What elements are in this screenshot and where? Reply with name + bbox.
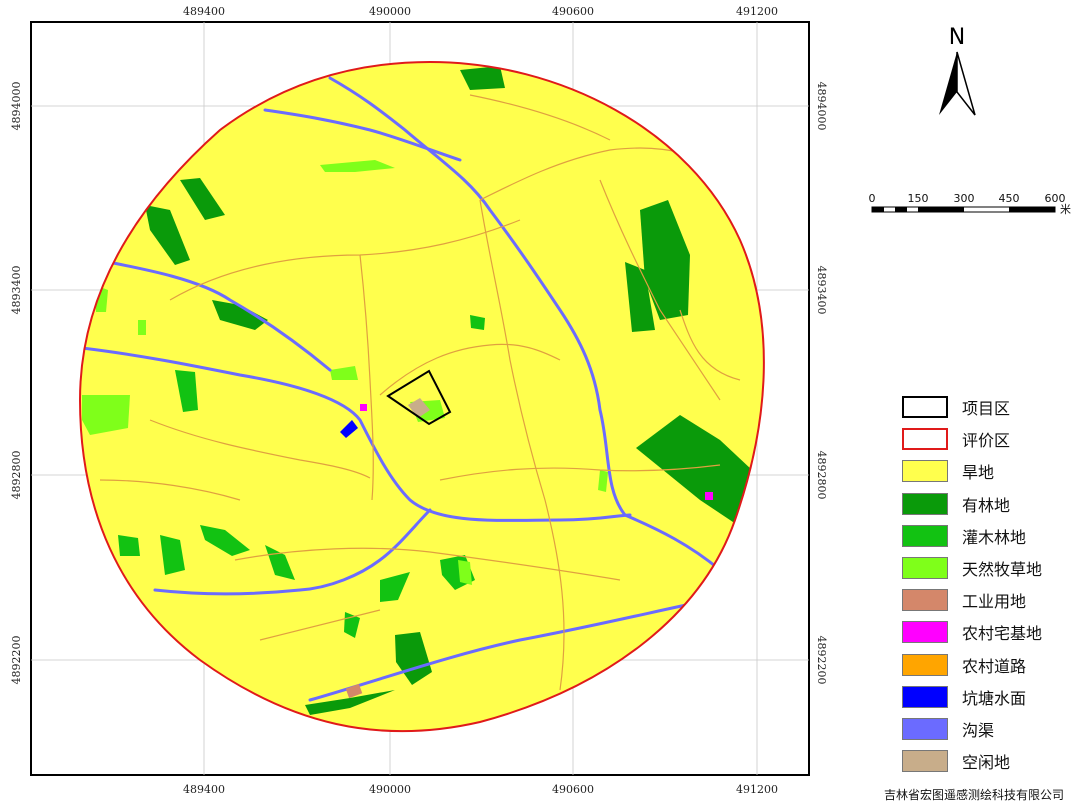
legend-swatch <box>902 428 948 451</box>
legend-swatch <box>902 524 948 547</box>
legend-swatch <box>902 460 948 483</box>
legend-item: 项目区 <box>902 391 1082 423</box>
legend-label: 旱地 <box>962 463 995 483</box>
legend-swatch <box>902 685 948 708</box>
legend-item: 沟渠 <box>902 713 1082 745</box>
scale-tick-label: 150 <box>908 192 929 205</box>
legend-item: 空闲地 <box>902 745 1082 777</box>
legend-swatch <box>902 717 948 740</box>
legend-label: 工业用地 <box>962 592 1027 612</box>
evaluation-boundary <box>78 60 765 733</box>
pond-patch <box>340 420 358 438</box>
legend-swatch <box>902 589 948 612</box>
legend-label: 评价区 <box>962 431 1011 451</box>
x-label-bottom: 491200 <box>736 783 778 796</box>
homestead-patch <box>705 492 713 500</box>
legend-label: 空闲地 <box>962 753 1011 773</box>
y-label-right: 4892800 <box>815 451 828 500</box>
industrial-patch <box>345 683 363 699</box>
shrub-patches <box>118 315 485 638</box>
north-label: N <box>949 25 965 50</box>
legend-swatch <box>902 557 948 580</box>
y-label-left: 4892800 <box>10 451 23 500</box>
legend-swatch <box>902 396 948 419</box>
scale-unit: 米 <box>1060 203 1071 216</box>
x-label-top: 489400 <box>183 5 225 18</box>
scale-tick-label: 300 <box>954 192 975 205</box>
north-arrow: N <box>939 25 976 116</box>
legend-item: 坑塘水面 <box>902 681 1082 713</box>
legend-swatch <box>902 621 948 644</box>
legend-label: 灌木林地 <box>962 527 1027 547</box>
rural-roads <box>99 94 741 691</box>
y-label-right: 4892200 <box>815 636 828 685</box>
legend-label: 农村道路 <box>962 656 1027 676</box>
y-label-right: 4893400 <box>815 266 828 315</box>
legend-item: 有林地 <box>902 488 1082 520</box>
legend-label: 农村宅基地 <box>962 624 1043 644</box>
legend-label: 天然牧草地 <box>962 560 1043 580</box>
y-label-left: 4892200 <box>10 636 23 685</box>
x-label-bottom: 490000 <box>369 783 411 796</box>
scale-tick-label: 450 <box>999 192 1020 205</box>
legend-item: 评价区 <box>902 423 1082 455</box>
forest-patches <box>145 66 752 715</box>
y-label-right: 4894000 <box>815 82 828 131</box>
scale-bar: 0 150 300 450 600 米 <box>869 192 1072 216</box>
evaluation-area <box>80 62 764 732</box>
x-label-top: 490000 <box>369 5 411 18</box>
project-area <box>386 369 452 426</box>
vacant-land-patch <box>408 398 430 418</box>
legend-label: 坑塘水面 <box>962 688 1027 708</box>
legend-item: 工业用地 <box>902 584 1082 616</box>
legend-swatch <box>902 492 948 515</box>
legend-swatch <box>902 750 948 773</box>
legend-swatch <box>902 653 948 676</box>
x-label-top: 490600 <box>552 5 594 18</box>
canals <box>80 76 722 702</box>
credit-text: 吉林省宏图遥感测绘科技有限公司 <box>884 788 1065 802</box>
legend: 项目区评价区旱地有林地灌木林地天然牧草地工业用地农村宅基地农村道路坑塘水面沟渠空… <box>902 391 1082 777</box>
legend-item: 农村道路 <box>902 649 1082 681</box>
legend-label: 沟渠 <box>962 720 995 740</box>
scale-tick-label: 600 <box>1045 192 1066 205</box>
legend-label: 项目区 <box>962 399 1011 419</box>
legend-item: 农村宅基地 <box>902 616 1082 648</box>
y-label-left: 4894000 <box>10 82 23 131</box>
x-label-bottom: 489400 <box>183 783 225 796</box>
x-label-bottom: 490600 <box>552 783 594 796</box>
legend-item: 旱地 <box>902 455 1082 487</box>
legend-label: 有林地 <box>962 495 1011 515</box>
x-label-top: 491200 <box>736 5 778 18</box>
legend-item: 灌木林地 <box>902 520 1082 552</box>
scale-tick-label: 0 <box>869 192 876 205</box>
legend-item: 天然牧草地 <box>902 552 1082 584</box>
homestead-patch <box>360 404 367 411</box>
y-label-left: 4893400 <box>10 266 23 315</box>
